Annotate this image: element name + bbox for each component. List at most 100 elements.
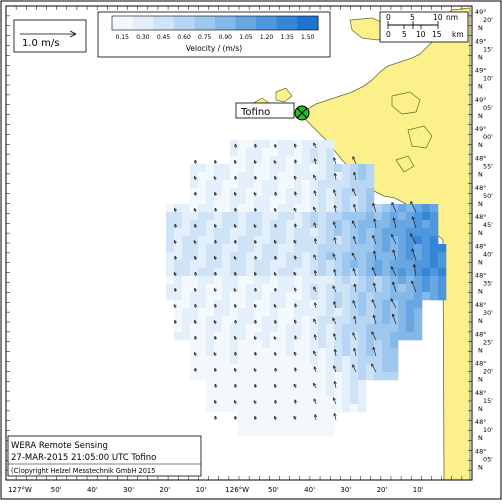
velocity-cell (294, 172, 303, 181)
velocity-cell (278, 396, 287, 405)
velocity-cell (326, 348, 335, 357)
current-vector (411, 248, 417, 261)
velocity-cell (270, 404, 279, 413)
vector-head (273, 208, 277, 212)
velocity-cell (222, 204, 231, 213)
velocity-cell (246, 148, 255, 157)
vector-head (234, 239, 238, 244)
velocity-cell (406, 212, 415, 221)
velocity-cell (254, 380, 263, 389)
velocity-cell (366, 172, 375, 181)
velocity-cell (270, 300, 279, 309)
velocity-cell (254, 308, 263, 317)
vector-head (233, 336, 237, 340)
vector-head (173, 304, 177, 308)
vector-head (273, 272, 277, 276)
velocity-cell (430, 244, 439, 253)
vector-head (293, 287, 297, 291)
velocity-cell (262, 204, 271, 213)
current-vector (391, 234, 397, 245)
velocity-cell (398, 308, 407, 317)
velocity-cell (190, 164, 199, 173)
velocity-cell (294, 396, 303, 405)
current-vector (372, 235, 377, 245)
velocity-cell (318, 172, 327, 181)
velocity-cell (310, 180, 319, 189)
velocity-cell (334, 164, 343, 173)
velocity-cell (318, 420, 327, 429)
velocity-cell (262, 180, 271, 189)
current-vector (352, 300, 357, 309)
velocity-cell (286, 148, 295, 157)
velocity-cell (270, 156, 279, 165)
vector-head (293, 143, 297, 147)
current-vector (392, 281, 397, 293)
longitude-labels: 127°W 50' 40' 30' 20' 10' 126°W 50' 40' 30' 20' 10' (8, 486, 424, 494)
velocity-cell (278, 372, 287, 381)
velocity-cell (318, 348, 327, 357)
vector-head (274, 319, 278, 324)
velocity-cell (326, 324, 335, 333)
velocity-cell (294, 364, 303, 373)
vector-head (333, 349, 337, 353)
vector-head (273, 351, 278, 356)
velocity-cell (238, 388, 247, 397)
velocity-cell (206, 388, 215, 397)
velocity-cell (214, 196, 223, 205)
vector-head (194, 191, 198, 196)
velocity-cell (374, 356, 383, 365)
velocity-cell (222, 308, 231, 317)
lon-label: 10' (196, 486, 207, 494)
velocity-cell (278, 364, 287, 373)
velocity-cell (182, 252, 191, 261)
velocity-cell (166, 204, 175, 213)
velocity-cell (262, 332, 271, 341)
current-vector (373, 314, 377, 325)
vector-head (274, 255, 278, 260)
velocity-cell (262, 156, 271, 165)
vector-head (233, 256, 237, 260)
velocity-cell (230, 404, 239, 413)
velocity-cell (358, 164, 367, 173)
velocity-cell (294, 412, 303, 421)
velocity-cell (254, 364, 263, 373)
velocity-cell (326, 420, 335, 429)
velocity-cell (366, 324, 375, 333)
velocity-cell (358, 340, 367, 349)
velocity-cell (302, 412, 311, 421)
vector-head (253, 368, 257, 372)
vector-head (214, 383, 218, 388)
velocity-cell (246, 196, 255, 205)
velocity-cell (222, 364, 231, 373)
velocity-cell (206, 364, 215, 373)
velocity-cell (326, 340, 335, 349)
velocity-cell (214, 260, 223, 269)
velocity-cell (166, 236, 175, 245)
velocity-cell (350, 292, 359, 301)
velocity-cell (326, 148, 335, 157)
velocity-cell (254, 268, 263, 277)
velocity-cell (382, 260, 391, 269)
velocity-cell (406, 276, 415, 285)
velocity-cell (390, 292, 399, 301)
vector-head (194, 223, 198, 228)
velocity-cell (310, 428, 319, 437)
velocity-cell (302, 388, 311, 397)
velocity-cell (222, 212, 231, 221)
velocity-cell (246, 420, 255, 429)
info-box: WERA Remote Sensing 27-MAR-2015 21:05:00… (7, 435, 202, 477)
vector-head (234, 319, 238, 324)
velocity-cell (238, 156, 247, 165)
current-vector (353, 172, 357, 181)
velocity-cell (198, 228, 207, 237)
velocity-cell (374, 204, 383, 213)
vector-scale-reference: 1.0 m/s (13, 19, 87, 53)
velocity-cell (422, 276, 431, 285)
velocity-cell (350, 372, 359, 381)
vector-head (273, 304, 277, 308)
velocity-cell (262, 260, 271, 269)
velocity-cell (366, 220, 375, 229)
velocity-cell (278, 404, 287, 413)
velocity-cell (382, 268, 391, 277)
velocity-cell (262, 348, 271, 357)
